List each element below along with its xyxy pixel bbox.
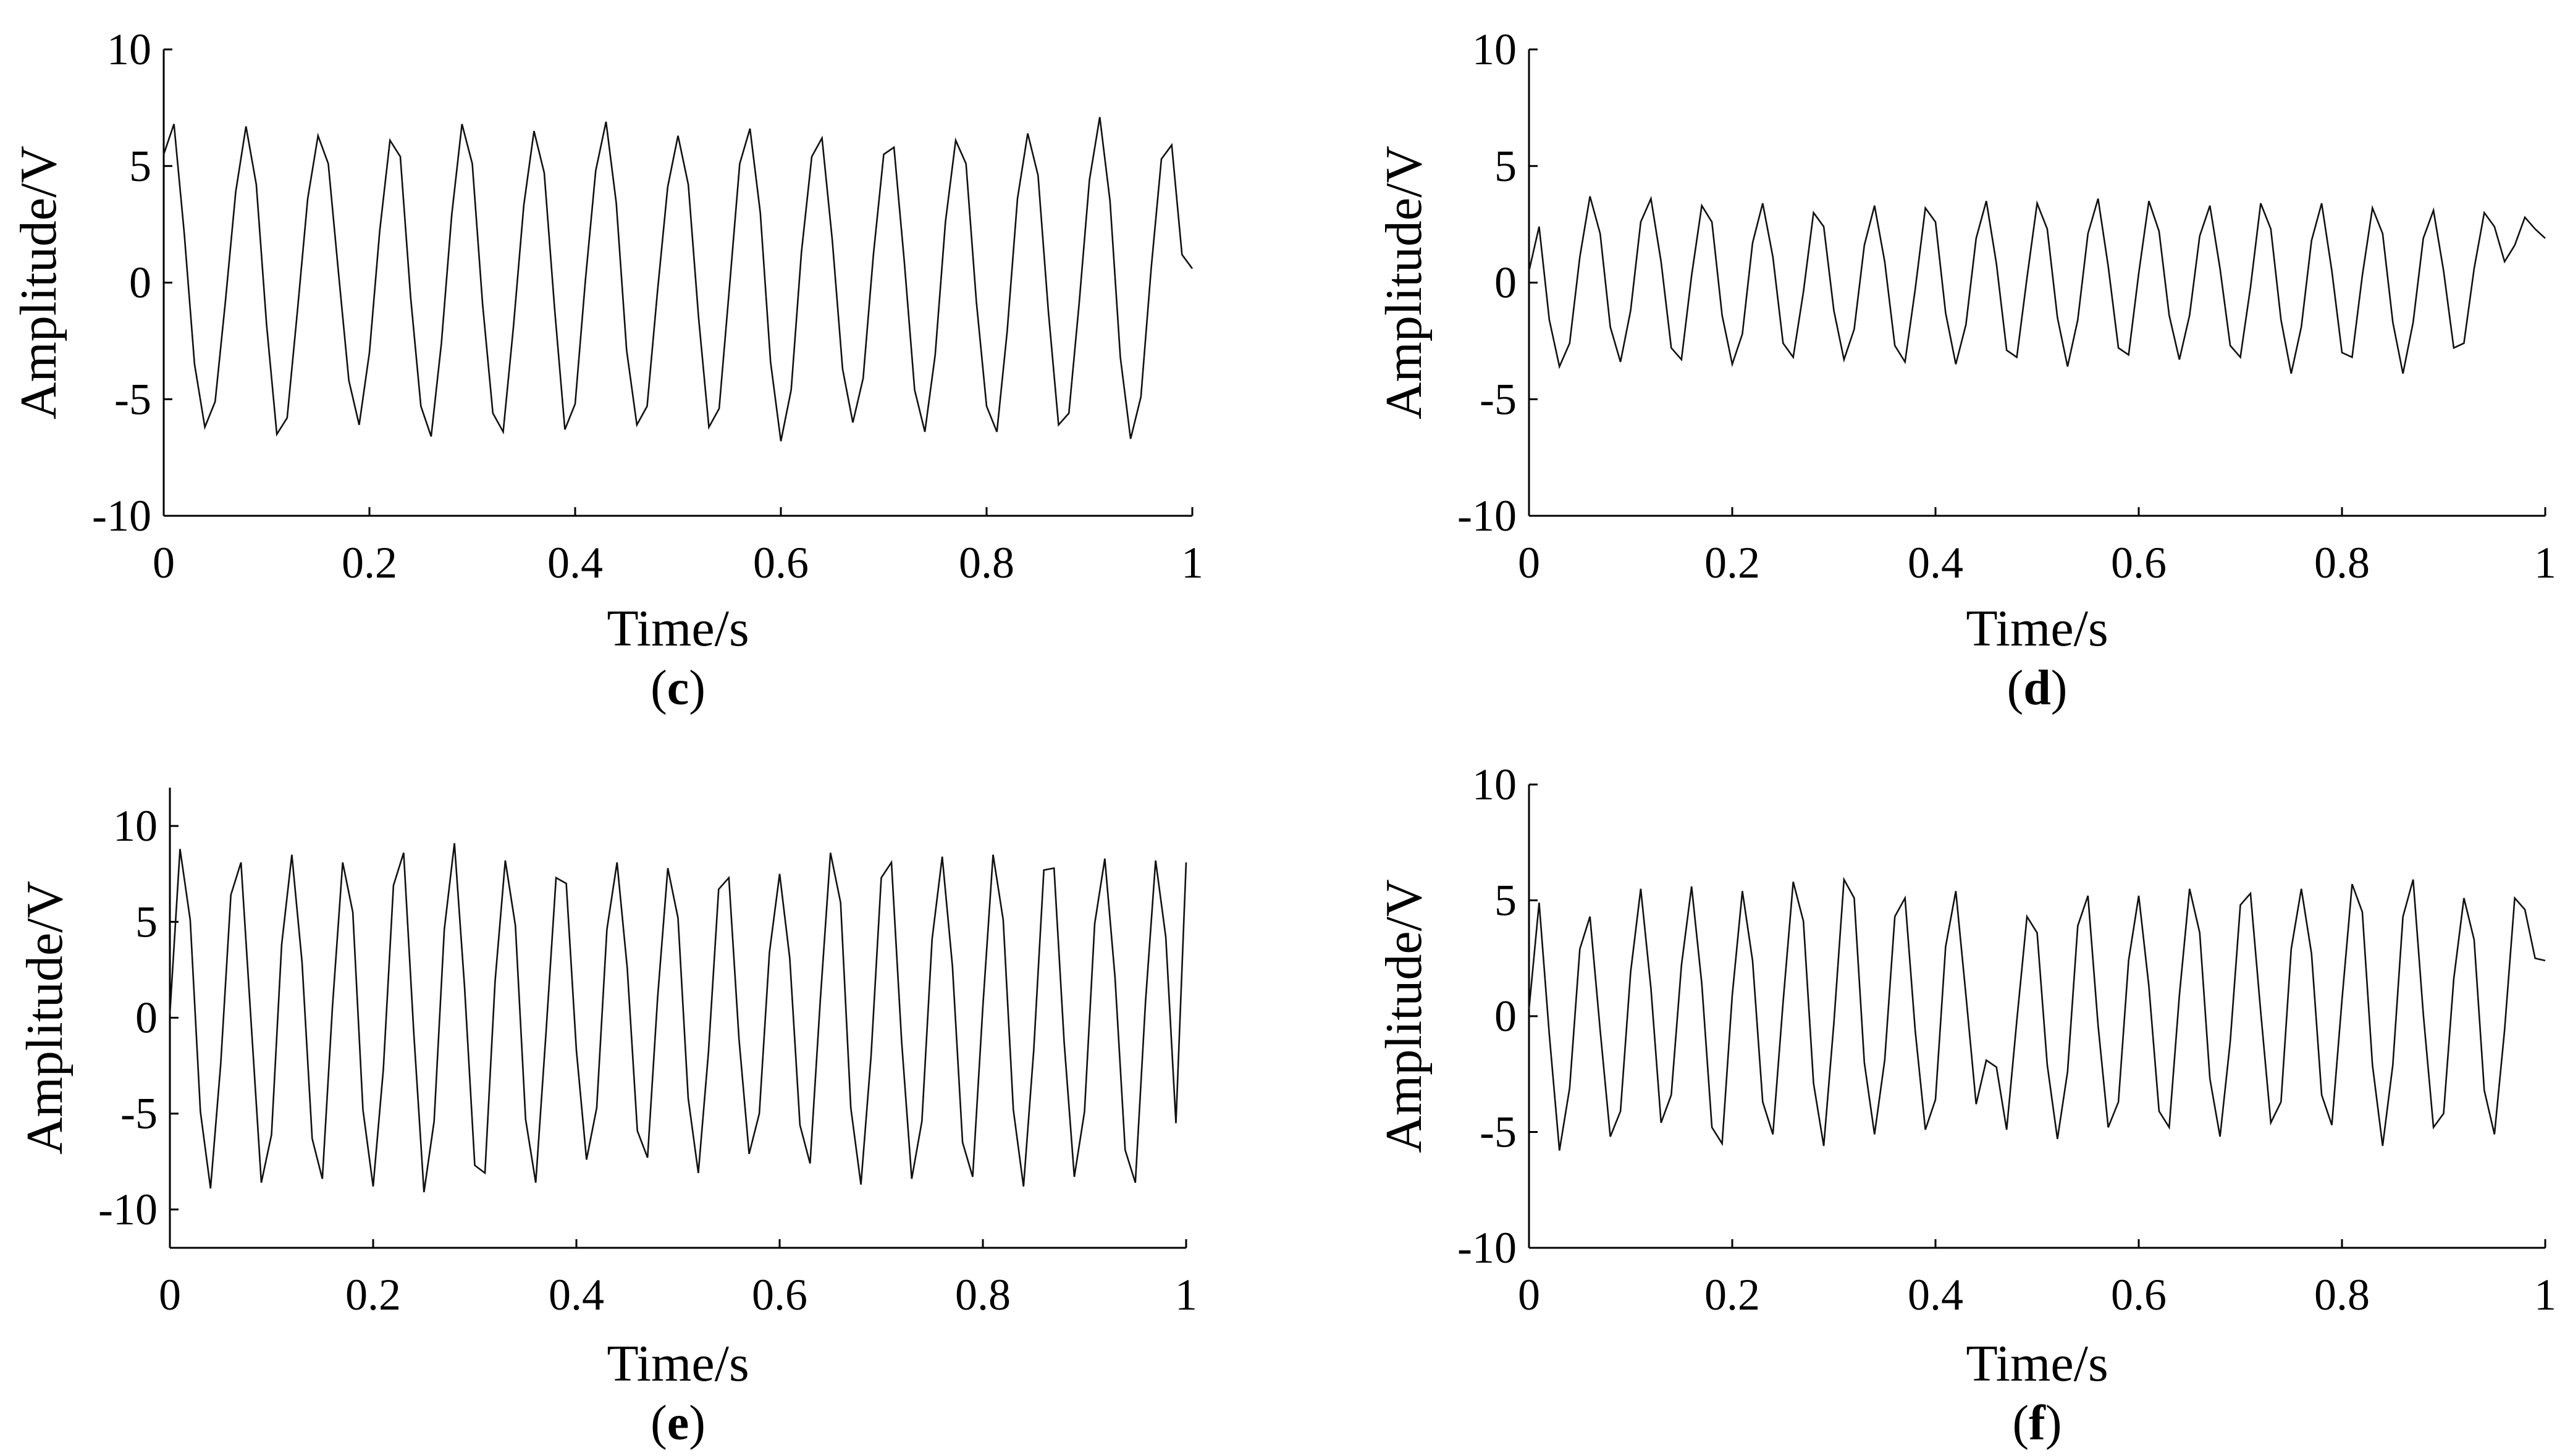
x-tick-label: 1	[2534, 538, 2556, 587]
y-tick-label: 10	[107, 25, 151, 74]
y-tick-label: 10	[1472, 760, 1517, 809]
y-axis-label: Amplitude/V	[10, 146, 67, 419]
y-tick-label: 5	[135, 897, 158, 946]
panel-c: 0 0.2 0.4 0.6 0.8 1 10 5 0 -5 -10 Time/s Amplitude/V…	[10, 25, 1203, 715]
x-tick-label: 0.4	[1908, 1270, 1963, 1319]
y-tick-label: -5	[114, 374, 151, 424]
panel-caption: (e)	[651, 1396, 705, 1450]
y-tick-label: 10	[1472, 25, 1517, 74]
y-tick-label: 10	[113, 801, 158, 851]
y-tick-label: -10	[1457, 1223, 1517, 1273]
x-axis-label: Time/s	[1966, 1335, 2108, 1392]
y-tick-label: -10	[98, 1185, 158, 1234]
panel-f: 0 0.2 0.4 0.6 0.8 1 10 5 0 -5 -10 Time/s Amplitude/V…	[1375, 760, 2556, 1450]
y-tick-label: 5	[1494, 141, 1517, 191]
signal-line	[1528, 877, 2546, 1151]
x-tick-label: 0.8	[959, 538, 1014, 587]
panel-caption: (c)	[651, 661, 705, 715]
x-tick-label: 1	[1175, 1270, 1197, 1319]
x-axis-label: Time/s	[607, 600, 749, 657]
x-tick-label: 0.8	[955, 1270, 1011, 1319]
y-axis-label: Amplitude/V	[1375, 146, 1433, 419]
y-tick-label: -10	[1457, 491, 1517, 541]
y-tick-label: 0	[1494, 258, 1517, 308]
signal-line	[169, 843, 1187, 1193]
panel-e: 0 0.2 0.4 0.6 0.8 1 10 5 0 -5 -10 Time/s Amplitude/V…	[16, 788, 1197, 1450]
x-tick-label: 1	[2534, 1270, 2556, 1319]
x-tick-label: 1	[1181, 538, 1203, 587]
y-tick-label: 0	[1494, 991, 1517, 1041]
x-tick-label: 0.4	[549, 1270, 604, 1319]
panel-caption: (f)	[2013, 1396, 2062, 1450]
x-tick-label: 0	[1518, 1270, 1540, 1319]
y-tick-label: -5	[120, 1089, 158, 1138]
x-tick-label: 0	[159, 1270, 181, 1319]
y-tick-label: -5	[1480, 374, 1517, 424]
y-tick-label: -5	[1480, 1108, 1517, 1157]
x-tick-label: 0.6	[753, 538, 809, 587]
panel-caption: (d)	[2007, 661, 2068, 715]
y-axis-label: Amplitude/V	[16, 881, 74, 1155]
x-tick-label: 0.2	[1704, 538, 1760, 587]
x-tick-label: 0.2	[342, 538, 397, 587]
x-tick-label: 0.6	[2111, 538, 2167, 587]
x-tick-label: 0.6	[752, 1270, 807, 1319]
x-tick-label: 0.4	[1908, 538, 1963, 587]
signal-line	[1528, 196, 2546, 374]
signal-line	[162, 117, 1194, 442]
x-tick-label: 0.6	[2111, 1270, 2167, 1319]
x-tick-label: 0.4	[547, 538, 603, 587]
y-tick-label: 0	[129, 258, 151, 308]
y-tick-label: -10	[92, 491, 151, 541]
x-tick-label: 0	[1518, 538, 1540, 587]
panel-d: 0 0.2 0.4 0.6 0.8 1 10 5 0 -5 -10 Time/s Amplitude/V…	[1375, 25, 2556, 715]
x-tick-label: 0	[153, 538, 175, 587]
y-tick-label: 5	[1494, 876, 1517, 925]
y-tick-label: 5	[129, 141, 151, 191]
y-tick-label: 0	[135, 993, 158, 1043]
x-axis-label: Time/s	[607, 1335, 749, 1392]
y-axis-label: Amplitude/V	[1375, 879, 1433, 1153]
x-axis-label: Time/s	[1966, 600, 2108, 657]
x-tick-label: 0.2	[1704, 1270, 1760, 1319]
x-tick-label: 0.8	[2314, 538, 2370, 587]
x-tick-label: 0.8	[2314, 1270, 2370, 1319]
x-tick-label: 0.2	[345, 1270, 401, 1319]
